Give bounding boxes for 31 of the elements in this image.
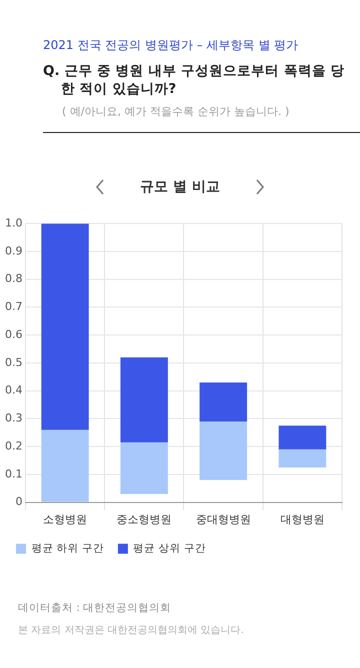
text: 데이터출처 : 대한전공의협의회 xyxy=(18,601,172,615)
y-tick-label: 0 xyxy=(15,495,22,508)
bar xyxy=(120,357,168,442)
y-tick-label: 0.4 xyxy=(4,384,22,397)
chart-subtitle: 2021 전국 전공의 병원평가 – 세부항목 별 평가 xyxy=(43,37,298,54)
y-tick-label: 0.9 xyxy=(4,244,22,258)
y-tick-label: 0.3 xyxy=(4,412,22,425)
y-tick-label: 0.6 xyxy=(4,328,22,341)
y-tick-label: 1.0 xyxy=(4,216,22,230)
bar xyxy=(278,426,326,450)
bar xyxy=(41,224,89,430)
text: ( 예/아니요, 예가 적을수록 순위가 높습니다. ) xyxy=(62,104,290,119)
text: 규모 별 비교 xyxy=(139,178,221,196)
text: 본 자료의 저작권은 대한전공의협의회에 있습니다. xyxy=(18,624,244,637)
legend-label: 평균 상위 구간 xyxy=(133,542,206,554)
bar xyxy=(41,430,89,502)
y-tick-label: 0.1 xyxy=(4,467,22,480)
y-tick-label: 0.5 xyxy=(4,356,22,369)
bar xyxy=(278,449,326,468)
bar xyxy=(120,442,168,494)
x-tick-label: 중소형병원 xyxy=(116,512,172,526)
x-tick-label: 중대형병원 xyxy=(196,512,251,526)
bar xyxy=(200,421,248,480)
y-tick-label: 0.2 xyxy=(4,439,22,452)
legend-label: 평균 하위 구간 xyxy=(31,542,104,554)
chart-title: Q. 근무 중 병원 내부 구성원으로부터 폭력을 당한 적이 있습니까? xyxy=(43,62,346,98)
x-tick-label: 대형병원 xyxy=(280,512,324,526)
y-tick-label: 0.8 xyxy=(4,272,22,286)
y-tick-label: 0.7 xyxy=(4,300,22,314)
bar xyxy=(200,382,248,422)
x-tick-label: 소형병원 xyxy=(43,512,88,526)
